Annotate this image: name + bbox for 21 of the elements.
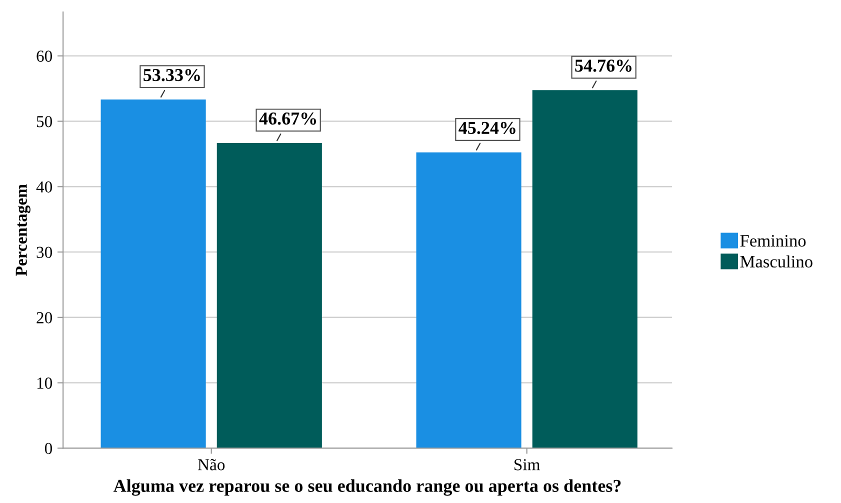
data-label: 54.76% <box>575 60 632 72</box>
x-axis-title: Alguma vez reparou se o seu educando range ou aperta os dentes? <box>113 479 621 496</box>
y-tick-label: 30 <box>36 246 52 258</box>
y-tick-label: 0 <box>44 442 52 454</box>
y-tick-label: 20 <box>36 312 52 324</box>
y-axis-title: Percentagem <box>16 184 30 276</box>
bar <box>416 152 522 448</box>
bar <box>216 143 322 448</box>
data-label: 46.67% <box>259 112 316 125</box>
y-tick-label: 60 <box>36 50 52 62</box>
y-tick-label: 10 <box>37 377 52 389</box>
bar <box>100 99 206 448</box>
data-label: 53.33% <box>144 68 200 82</box>
x-tick-label: Não <box>198 458 225 470</box>
legend-label: Feminino <box>740 235 806 247</box>
data-label: 45.24% <box>458 122 516 134</box>
y-tick-label: 50 <box>36 116 52 128</box>
x-tick-label: Sim <box>514 459 540 470</box>
bar <box>532 90 638 448</box>
y-tick-label: 40 <box>36 181 52 193</box>
legend-label: Masculino <box>740 255 812 268</box>
